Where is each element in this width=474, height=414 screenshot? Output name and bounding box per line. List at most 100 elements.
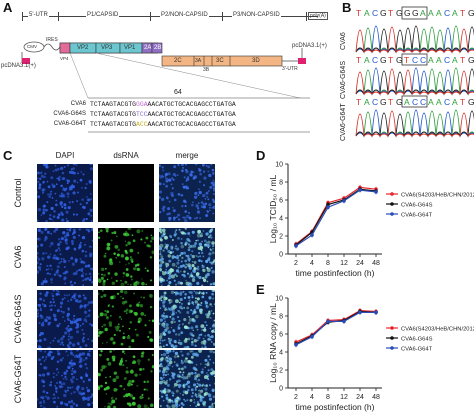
base-letter: T: [356, 97, 361, 107]
dsrna-signal: [209, 303, 212, 306]
dsrna-signal: [134, 328, 137, 331]
nucleus-dot: [61, 205, 64, 208]
dsrna-signal: [125, 256, 129, 261]
nucleus-dot: [208, 296, 212, 300]
nucleus-dot: [166, 350, 170, 355]
nucleus-dot: [198, 259, 201, 262]
nucleus-dot: [205, 164, 208, 167]
nucleus-dot: [165, 396, 169, 400]
nucleus-dot: [52, 376, 55, 379]
dsrna-signal: [180, 376, 183, 379]
dsrna-signal: [104, 406, 106, 408]
nucleus-dot: [172, 209, 176, 213]
nucleus-dot: [68, 333, 71, 336]
dsrna-signal: [108, 258, 113, 263]
dsrna-signal: [177, 398, 179, 400]
micrograph-dapi: [35, 227, 95, 288]
dsrna-signal: [109, 337, 114, 341]
dsrna-signal: [113, 405, 116, 409]
nucleus-dot: [69, 281, 72, 284]
nucleus-dot: [190, 371, 194, 375]
nucleus-dot: [81, 339, 85, 343]
dsrna-signal: [161, 322, 166, 327]
micrograph-dsrna: [98, 164, 154, 222]
nucleus-dot: [39, 309, 42, 312]
dsrna-signal: [169, 360, 173, 365]
nucleus-dot: [74, 258, 78, 262]
nucleus-dot: [205, 305, 209, 309]
nucleus-dot: [89, 395, 93, 399]
dsrna-signal: [109, 314, 112, 317]
nucleus-dot: [212, 361, 215, 364]
dsrna-signal: [197, 265, 200, 268]
nucleus-dot: [198, 167, 200, 170]
nucleus-dot: [209, 335, 212, 338]
nucleus-dot: [212, 245, 215, 248]
nucleus-dot: [210, 266, 213, 269]
genome-tick-3: [150, 12, 151, 21]
dsrna-signal: [132, 267, 137, 271]
dsrna-signal: [162, 367, 167, 371]
nucleus-dot: [68, 260, 70, 262]
dsrna-signal: [119, 261, 121, 263]
mutation-box: [401, 53, 428, 66]
nucleus-dot: [40, 214, 43, 216]
nucleus-dot: [195, 162, 198, 166]
dsrna-signal: [126, 335, 131, 340]
dsrna-signal: [151, 354, 154, 357]
legend-label: CVA6-G64S: [401, 202, 433, 208]
base-letter: G: [412, 8, 419, 18]
dsrna-signal: [117, 323, 120, 326]
dsrna-signal: [143, 404, 148, 409]
dsrna-signal: [98, 330, 102, 335]
3c-label: 3C: [216, 58, 224, 64]
dsrna-signal: [129, 321, 133, 324]
nucleus-dot: [61, 177, 65, 181]
nucleus-dot: [88, 350, 91, 353]
nucleus-dot: [194, 291, 199, 295]
nucleus-dot: [208, 206, 211, 209]
nucleus-dot: [194, 344, 197, 347]
nucleus-dot: [211, 168, 215, 172]
dsrna-signal: [150, 370, 153, 373]
nucleus-dot: [159, 307, 162, 310]
nucleus-dot: [200, 370, 204, 374]
dsrna-signal: [130, 383, 133, 386]
nucleus-dot: [184, 219, 188, 223]
dsrna-signal: [165, 370, 168, 373]
dsrna-signal: [202, 268, 206, 273]
base-letter: A: [436, 97, 442, 107]
nucleus-dot: [59, 358, 63, 362]
micrograph-canvas: [97, 226, 155, 287]
nucleus-dot: [171, 374, 175, 378]
nucleus-dot: [38, 373, 42, 377]
nucleus-dot: [56, 265, 60, 269]
nucleus-dot: [171, 391, 174, 394]
nucleus-dot: [205, 291, 208, 294]
nucleus-dot: [168, 357, 172, 361]
nucleus-dot: [62, 377, 65, 380]
nucleus-dot: [182, 167, 184, 169]
dsrna-signal: [173, 361, 176, 363]
nucleus-dot: [205, 324, 208, 327]
nucleus-dot: [36, 180, 40, 184]
nucleus-dot: [85, 356, 88, 360]
dsrna-signal: [210, 404, 214, 409]
sequence-row: TCTAAGTACGTGACCAACATGCTGCACGAGCCTGATGA: [90, 121, 236, 128]
nucleus-dot: [191, 337, 194, 340]
dsrna-signal: [191, 300, 193, 303]
nucleus-dot: [173, 165, 177, 169]
nucleus-dot: [79, 364, 83, 368]
nucleus-dot: [186, 237, 190, 242]
nucleus-dot: [182, 264, 185, 267]
dsrna-signal: [159, 267, 162, 271]
nucleus-dot: [81, 322, 85, 326]
nucleus-dot: [56, 269, 59, 272]
nucleus-dot: [212, 351, 216, 354]
nucleus-dot: [181, 183, 184, 186]
nucleus-dot: [200, 260, 203, 263]
nucleus-dot: [87, 314, 91, 318]
nucleus-dot: [72, 272, 76, 276]
nucleus-dot: [57, 247, 61, 250]
